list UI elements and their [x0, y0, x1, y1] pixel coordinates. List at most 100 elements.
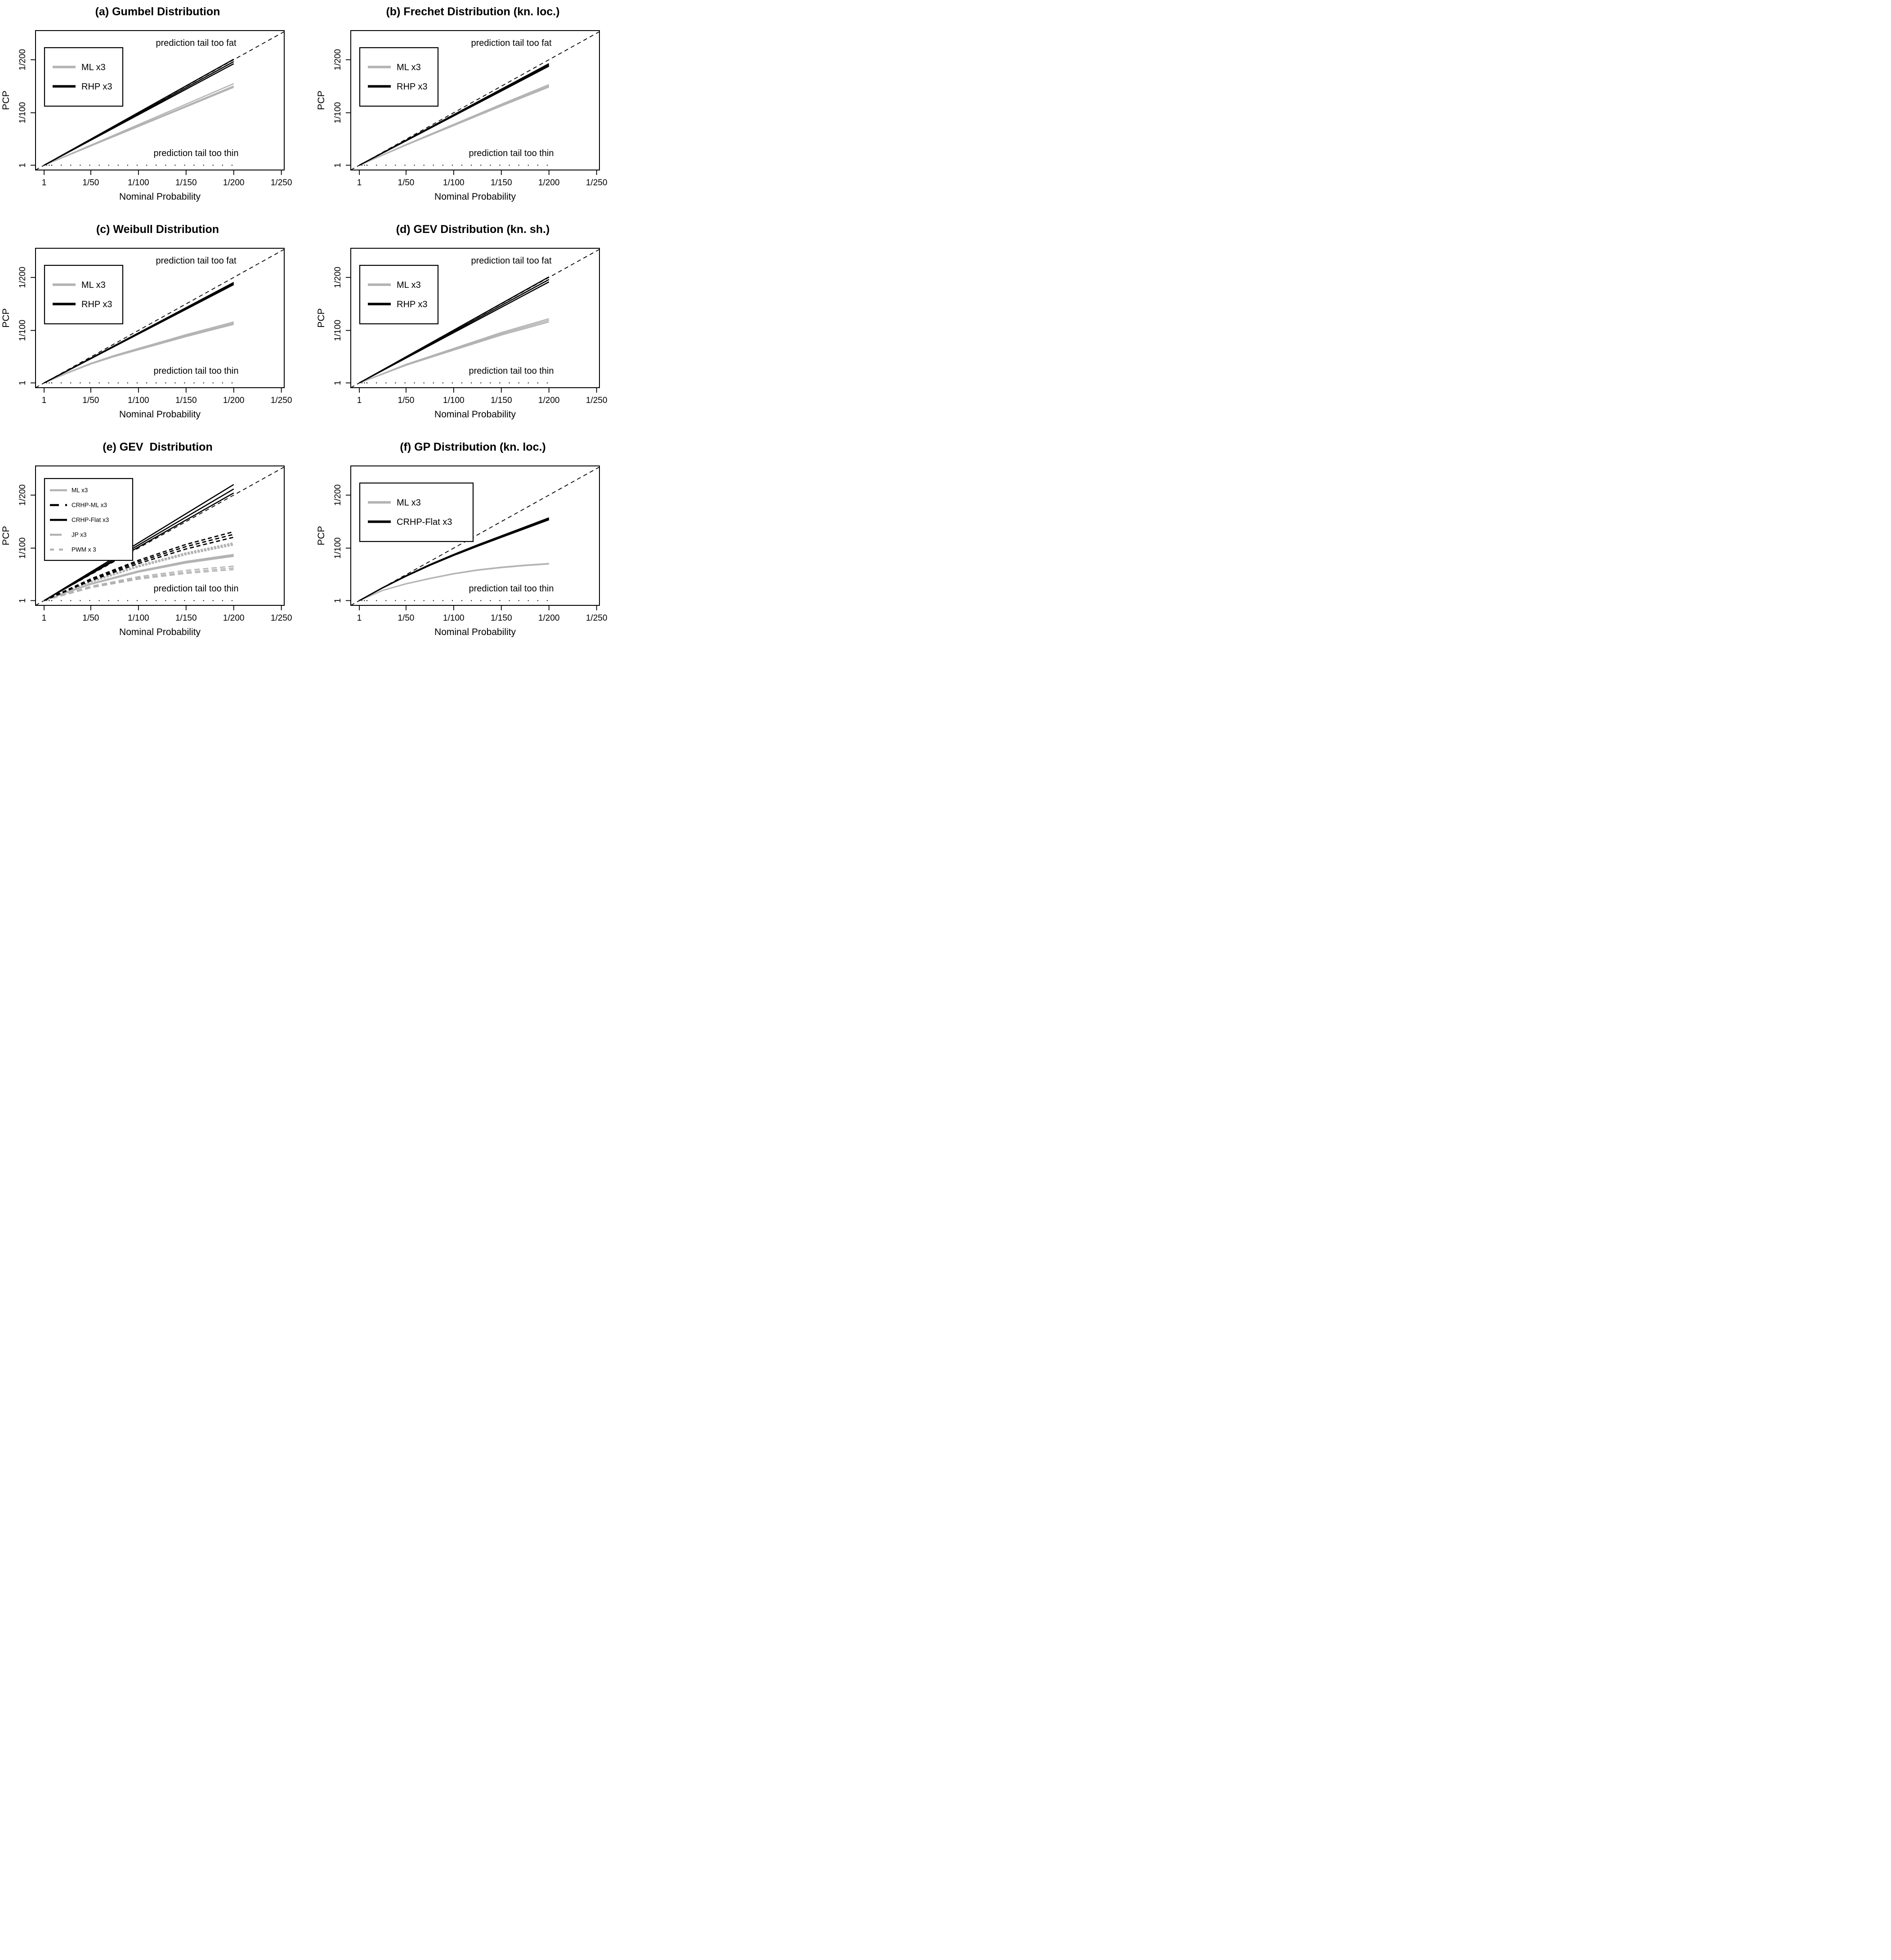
plot-box	[35, 248, 285, 388]
series-crhp-flat-x3	[44, 484, 234, 601]
x-axis-title: Nominal Probability	[434, 192, 516, 202]
series-ml-x3	[44, 555, 234, 601]
series-ml-x3	[44, 86, 234, 166]
annotation-too-thin: prediction tail too thin	[153, 584, 238, 594]
x-tick-label: 1/150	[175, 396, 197, 405]
annotation-too-thin: prediction tail too thin	[469, 584, 554, 594]
panel-c-title: (c) Weibull Distribution	[96, 223, 219, 236]
panel-c: (c) Weibull Distribution 1 1/50 1/100 1/150…	[0, 218, 315, 435]
legend-label: ML x3	[397, 498, 421, 508]
y-axis-title: PCP	[316, 526, 326, 545]
x-tick-label: 1/100	[128, 178, 149, 188]
series-ml-x3	[359, 563, 549, 601]
panel-b-plot: 1 1/50 1/100 1/150 1/200 1/250 1 1/100 1/200 Nomi…	[316, 30, 608, 202]
panel-c-plot: 1 1/50 1/100 1/150 1/200 1/250 1 1/100 1/200 Nomi…	[1, 248, 292, 420]
panel-a: (a) Gumbel Distribution 1 1/50 1/100 1/150 1…	[0, 0, 315, 218]
x-tick-label: 1/150	[175, 178, 197, 188]
panel-b-title: (b) Frechet Distribution (kn. loc.)	[386, 5, 560, 18]
plot-box	[350, 465, 600, 606]
legend-label: ML x3	[72, 487, 88, 494]
x-tick-label: 1/50	[398, 396, 414, 405]
y-tick-label: 1/100	[18, 537, 27, 559]
x-axis-title: Nominal Probability	[119, 409, 201, 420]
y-tick-label: 1	[333, 598, 343, 603]
annotation-too-fat: prediction tail too fat	[471, 38, 552, 48]
x-tick-label: 1/100	[128, 396, 149, 405]
legend-label: JP x3	[72, 532, 87, 538]
x-tick-label: 1/250	[586, 178, 608, 188]
x-tick-label: 1/150	[491, 178, 512, 188]
series-rhp-x3	[44, 284, 234, 384]
series-jp-x3	[44, 565, 234, 601]
annotation-too-thin: prediction tail too thin	[153, 366, 238, 376]
plot-box	[35, 30, 285, 170]
x-axis-title: Nominal Probability	[434, 627, 516, 637]
panel-e-plot: 1 1/50 1/100 1/150 1/200 1/250 1 1/100 1/200 Nomi…	[1, 465, 292, 637]
legend-label: ML x3	[81, 280, 106, 290]
plot-box	[350, 248, 600, 388]
y-tick-label: 1	[18, 163, 27, 168]
legend-label: CRHP-Flat x3	[72, 517, 109, 524]
series-ml-x3	[359, 86, 550, 166]
x-axis-title: Nominal Probability	[434, 409, 516, 420]
legend-label: RHP x3	[397, 82, 428, 92]
x-tick-label: 1/100	[443, 396, 465, 405]
annotation-too-fat: prediction tail too fat	[471, 256, 552, 266]
legend-box	[359, 482, 474, 542]
x-tick-label: 1/50	[82, 613, 99, 623]
x-tick-label: 1/200	[538, 613, 560, 623]
x-tick-label: 1/150	[491, 613, 512, 623]
y-tick-label: 1/200	[18, 267, 27, 288]
series-rhp-x3	[359, 281, 550, 384]
x-tick-label: 1/250	[271, 178, 292, 188]
series-ml-x3	[44, 323, 234, 384]
figure-grid: (a) Gumbel Distribution 1 1/50 1/100 1/150 1…	[0, 0, 630, 653]
x-tick-label: 1/100	[128, 613, 149, 623]
x-tick-label: 1/250	[586, 396, 608, 405]
panel-f: (f) GP Distribution (kn. loc.) 1 1/50 1/10…	[315, 435, 630, 653]
x-tick-label: 1/50	[82, 396, 99, 405]
x-tick-label: 1/250	[271, 613, 292, 623]
x-tick-label: 1	[357, 396, 362, 405]
panel-e: (e) GEV Distribution 1 1/50 1/100 1/150 1/20…	[0, 435, 315, 653]
legend-label: RHP x3	[397, 300, 428, 309]
x-tick-label: 1	[357, 613, 362, 623]
legend-label: PWM x 3	[72, 546, 96, 553]
legend-label: RHP x3	[81, 82, 112, 92]
y-tick-label: 1	[18, 598, 27, 603]
legend-box	[359, 47, 439, 107]
y-axis-title: PCP	[1, 308, 11, 327]
y-tick-label: 1/200	[18, 484, 27, 506]
panel-d: (d) GEV Distribution (kn. sh.) 1 1/50 1/10…	[315, 218, 630, 435]
y-tick-label: 1/100	[18, 102, 27, 124]
legend-label: ML x3	[397, 63, 421, 72]
series-jp-x3	[44, 567, 234, 601]
panel-a-plot: 1 1/50 1/100 1/150 1/200 1/250 1 1/100 1/200 Nomi…	[1, 30, 292, 202]
series-rhp-x3	[359, 65, 550, 166]
y-tick-label: 1/200	[333, 484, 343, 506]
series-pwm-x-3	[43, 544, 235, 601]
y-axis-title: PCP	[1, 526, 11, 545]
panel-f-title: (f) GP Distribution (kn. loc.)	[400, 441, 546, 453]
plot-box	[350, 30, 600, 170]
x-tick-label: 1/200	[538, 396, 560, 405]
x-tick-label: 1/200	[223, 396, 245, 405]
legend-label: ML x3	[397, 280, 421, 290]
x-axis-title: Nominal Probability	[119, 192, 201, 202]
y-tick-label: 1/100	[333, 102, 343, 124]
x-tick-label: 1/100	[443, 178, 465, 188]
series-crhp-ml-x3	[44, 537, 234, 601]
legend-box	[44, 47, 124, 107]
x-tick-label: 1/150	[175, 613, 197, 623]
panel-d-title: (d) GEV Distribution (kn. sh.)	[396, 223, 550, 236]
series-ml-x3	[359, 321, 550, 384]
legend-box	[44, 264, 124, 325]
y-tick-label: 1	[333, 163, 343, 168]
plot-box	[35, 465, 285, 606]
x-tick-label: 1/200	[223, 613, 245, 623]
y-axis-title: PCP	[316, 90, 326, 110]
y-axis-title: PCP	[1, 90, 11, 110]
x-tick-label: 1/250	[586, 613, 608, 623]
annotation-too-thin: prediction tail too thin	[469, 148, 554, 158]
series-jp-x3	[44, 569, 234, 601]
